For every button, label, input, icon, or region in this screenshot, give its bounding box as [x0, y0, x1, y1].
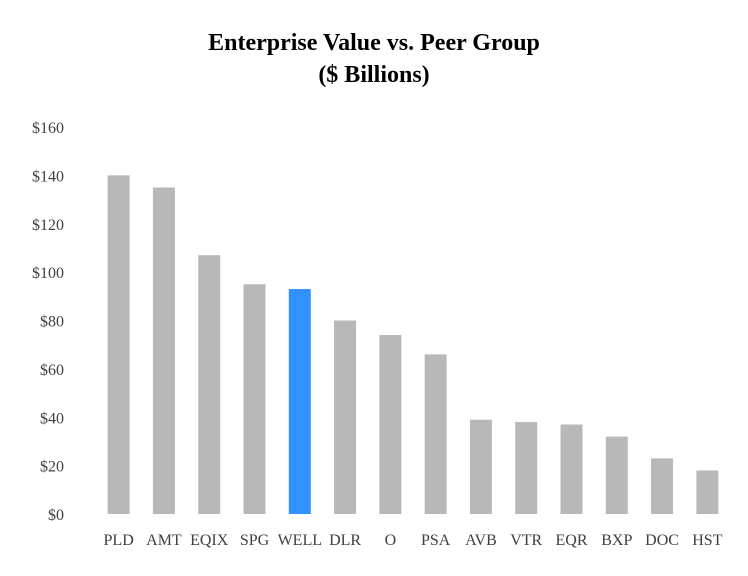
chart-subtitle: ($ Billions) — [318, 62, 429, 88]
bar-dlr — [334, 320, 357, 514]
y-tick-label: $120 — [32, 217, 64, 234]
x-tick-label-o: O — [385, 532, 397, 549]
bar-o — [379, 335, 402, 514]
bar-eqix — [198, 255, 221, 514]
x-tick-label-spg: SPG — [240, 532, 270, 549]
x-tick-label-eqix: EQIX — [190, 532, 229, 549]
bar-spg — [243, 284, 266, 514]
x-tick-label-doc: DOC — [645, 532, 679, 549]
bar-amt — [152, 187, 175, 514]
bar-vtr — [515, 422, 538, 514]
x-tick-label-eqr: EQR — [556, 532, 588, 549]
y-tick-label: $60 — [40, 362, 64, 379]
bar-well — [288, 289, 311, 514]
x-tick-label-psa: PSA — [421, 532, 451, 549]
bar-eqr — [560, 424, 583, 514]
bar-avb — [469, 419, 492, 514]
x-axis: PLD AMT EQIX SPG WELL DLR O PSA AVB VTR EQR BXP DOC H… — [104, 532, 723, 549]
x-tick-label-avb: AVB — [465, 532, 497, 549]
x-tick-label-well: WELL — [278, 532, 322, 549]
y-tick-label: $0 — [48, 507, 64, 524]
y-tick-label: $40 — [40, 410, 64, 427]
y-tick-label: $20 — [40, 459, 64, 476]
chart-title: Enterprise Value vs. Peer Group — [208, 30, 540, 56]
y-tick-label: $100 — [32, 265, 64, 282]
x-tick-label-vtr: VTR — [510, 532, 542, 549]
y-tick-label: $160 — [32, 120, 64, 137]
bar-psa — [424, 354, 447, 514]
x-tick-label-bxp: BXP — [601, 532, 632, 549]
x-tick-label-dlr: DLR — [329, 532, 361, 549]
x-tick-label-amt: AMT — [146, 532, 182, 549]
y-tick-label: $140 — [32, 168, 64, 185]
y-tick-label: $80 — [40, 314, 64, 331]
bar-bxp — [605, 436, 628, 514]
x-tick-label-pld: PLD — [104, 532, 134, 549]
bar-doc — [651, 458, 674, 514]
bar-hst — [696, 470, 719, 514]
bar-pld — [107, 175, 130, 514]
bar-series — [107, 175, 719, 514]
y-axis: $0 $20 $40 $60 $80 $100 $120 $140 $160 — [32, 120, 64, 524]
x-tick-label-hst: HST — [692, 532, 722, 549]
